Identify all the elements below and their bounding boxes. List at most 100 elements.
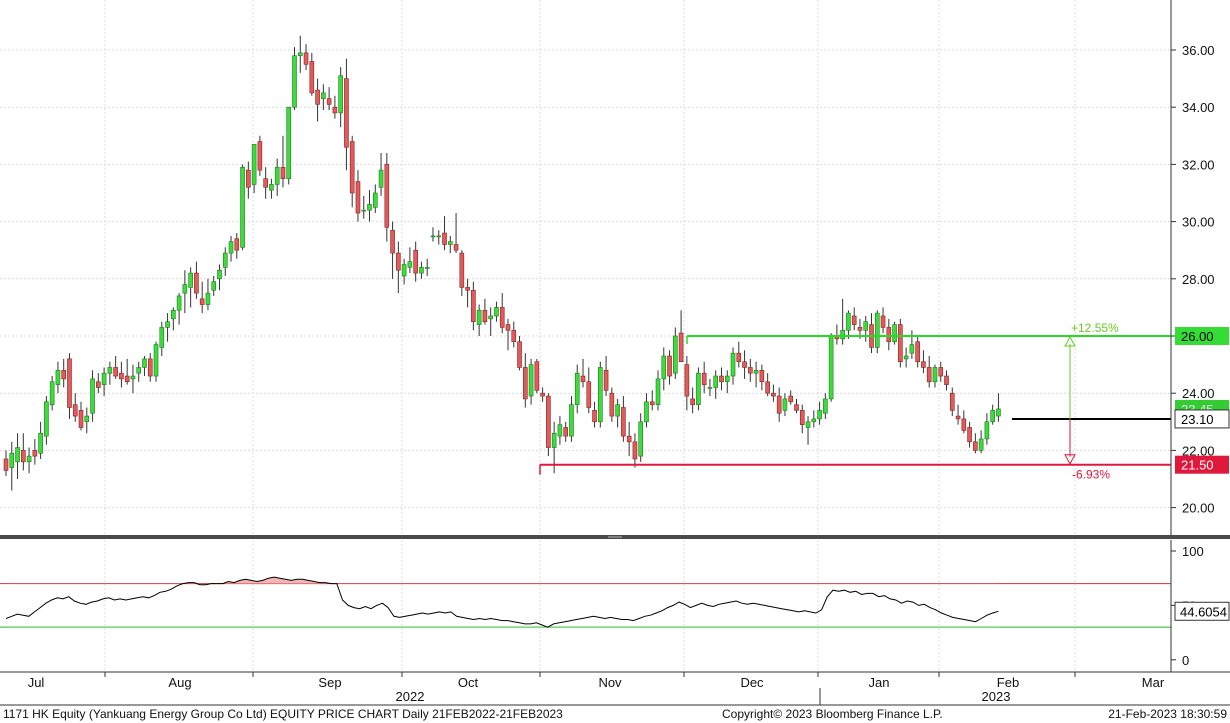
candle-body: [442, 232, 447, 245]
candle-body: [569, 404, 574, 437]
x-tick-label: Jul: [28, 675, 45, 690]
candle-body: [136, 367, 142, 374]
candle-body: [61, 370, 67, 380]
candle: [447, 235, 453, 254]
candle-body: [765, 381, 770, 394]
candle: [147, 353, 153, 382]
candle: [292, 47, 297, 111]
year-label: 2022: [396, 689, 425, 704]
candle-body: [851, 315, 857, 325]
candle: [609, 387, 615, 422]
candle: [713, 370, 719, 399]
candle-body: [615, 404, 620, 417]
candle: [701, 361, 707, 394]
candle: [886, 318, 892, 351]
candle-body: [978, 438, 984, 451]
candle: [424, 258, 430, 276]
candle-body: [292, 55, 297, 108]
candle-body: [540, 392, 545, 397]
candle: [205, 278, 211, 311]
candle-body: [973, 441, 978, 451]
candle: [811, 410, 817, 428]
candle-body: [130, 375, 136, 380]
candle-body: [921, 361, 926, 368]
candle-body: [3, 458, 9, 471]
candle-body: [240, 166, 245, 248]
candle-body: [188, 272, 193, 288]
candle: [338, 67, 343, 128]
candle: [378, 152, 384, 196]
candle: [384, 152, 390, 242]
candle-body: [21, 450, 26, 463]
candle-body: [49, 381, 55, 405]
candle-body: [990, 410, 995, 423]
tag-current-bg: [1175, 409, 1229, 428]
candle: [690, 387, 695, 414]
candle: [188, 267, 193, 308]
candle-body: [494, 307, 499, 317]
candle: [211, 275, 217, 296]
candle-body: [903, 355, 909, 360]
candle-body: [574, 372, 580, 405]
candle: [9, 441, 15, 491]
candle-body: [598, 367, 603, 423]
candle-body: [124, 375, 130, 383]
candle-body: [344, 78, 349, 148]
candle-body: [205, 292, 211, 305]
candle: [528, 358, 534, 405]
candle-body: [846, 312, 851, 331]
candle-body: [638, 421, 644, 457]
candle-body: [551, 432, 557, 448]
rsi-tag-bg: [1174, 601, 1230, 621]
candle: [563, 421, 568, 442]
candle: [707, 378, 713, 397]
candle: [274, 158, 280, 196]
candle-body: [280, 166, 286, 179]
candle: [67, 353, 72, 419]
candle-body: [961, 418, 967, 431]
y-tick-label: 36.00: [1182, 43, 1215, 58]
candle: [955, 404, 961, 425]
candle: [678, 310, 684, 363]
candle-body: [915, 341, 920, 363]
candle-body: [678, 332, 684, 363]
candle-body: [407, 261, 413, 268]
candle-body: [321, 92, 326, 99]
candle: [465, 278, 470, 308]
candle-body: [482, 309, 488, 323]
candle-body: [892, 324, 897, 343]
candle-body: [263, 178, 268, 188]
candle-body: [949, 392, 955, 411]
candle: [165, 313, 170, 342]
candle: [3, 450, 9, 477]
candle-body: [84, 415, 90, 423]
candle-body: [505, 324, 511, 331]
candle: [182, 270, 188, 314]
candle-body: [269, 184, 274, 191]
candle: [724, 370, 730, 394]
candle: [315, 78, 320, 122]
candle-body: [113, 367, 118, 377]
candle: [673, 327, 678, 379]
candle: [517, 336, 522, 371]
candle-body: [297, 52, 303, 57]
candle-body: [361, 209, 367, 212]
candle-body: [372, 192, 378, 208]
candle-body: [15, 447, 20, 463]
candle: [540, 387, 545, 402]
candle-body: [453, 244, 459, 251]
candle: [696, 367, 701, 411]
candle-body: [759, 370, 765, 383]
candle: [107, 361, 113, 385]
candle: [823, 393, 828, 419]
candle-body: [609, 392, 615, 417]
candle-body: [424, 267, 430, 269]
candle-body: [222, 252, 228, 268]
candle: [794, 398, 799, 414]
candle-body: [742, 361, 747, 368]
y-tick-label: 34.00: [1182, 100, 1215, 115]
candle-body: [199, 298, 205, 305]
candle: [419, 261, 424, 279]
candle: [303, 44, 309, 71]
candle-body: [690, 398, 695, 405]
